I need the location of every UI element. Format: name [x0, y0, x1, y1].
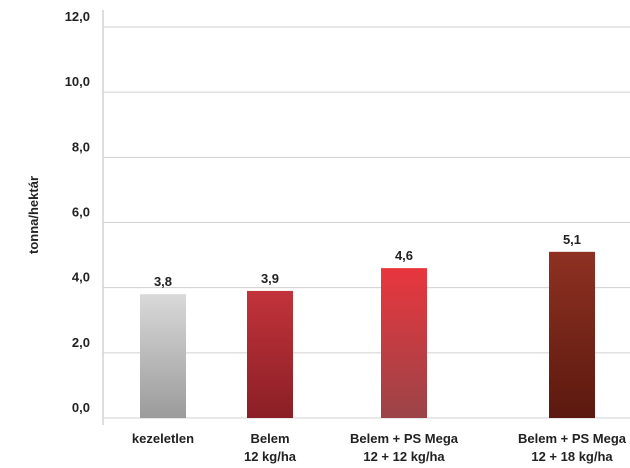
data-label: 3,9	[261, 271, 279, 286]
y-axis-label: tonna/hektár	[26, 176, 41, 254]
data-label: 5,1	[563, 232, 581, 247]
x-tick-label: Belem + PS Mega 12 + 12 kg/ha	[350, 431, 459, 464]
x-tick-label-line: Belem	[250, 431, 289, 446]
x-tick-label-line: 12 kg/ha	[244, 449, 297, 464]
y-tick-label: 4,0	[72, 270, 90, 285]
y-tick-label: 12,0	[65, 9, 90, 24]
y-tick-label: 6,0	[72, 205, 90, 220]
x-tick-label-line: kezeletlen	[132, 431, 194, 446]
data-label: 3,8	[154, 274, 172, 289]
bar	[247, 290, 293, 418]
x-tick-label: kezeletlen	[132, 431, 194, 446]
x-tick-label: Belem 12 kg/ha	[244, 431, 297, 464]
x-tick-label-line: Belem + PS Mega	[518, 431, 627, 446]
y-tick-label: 2,0	[72, 335, 90, 350]
x-tick-label-line: Belem + PS Mega	[350, 431, 459, 446]
y-tick-label: 8,0	[72, 139, 90, 154]
y-tick-label: 0,0	[72, 400, 90, 415]
data-label: 4,6	[395, 248, 413, 263]
y-tick-label: 10,0	[65, 74, 90, 89]
x-tick-label-line: 12 + 18 kg/ha	[531, 449, 613, 464]
bar	[140, 294, 186, 418]
bar	[549, 251, 595, 418]
x-tick-label: Belem + PS Mega 12 + 18 kg/ha	[518, 431, 627, 464]
x-tick-label-line: 12 + 12 kg/ha	[363, 449, 445, 464]
bar	[381, 268, 427, 418]
